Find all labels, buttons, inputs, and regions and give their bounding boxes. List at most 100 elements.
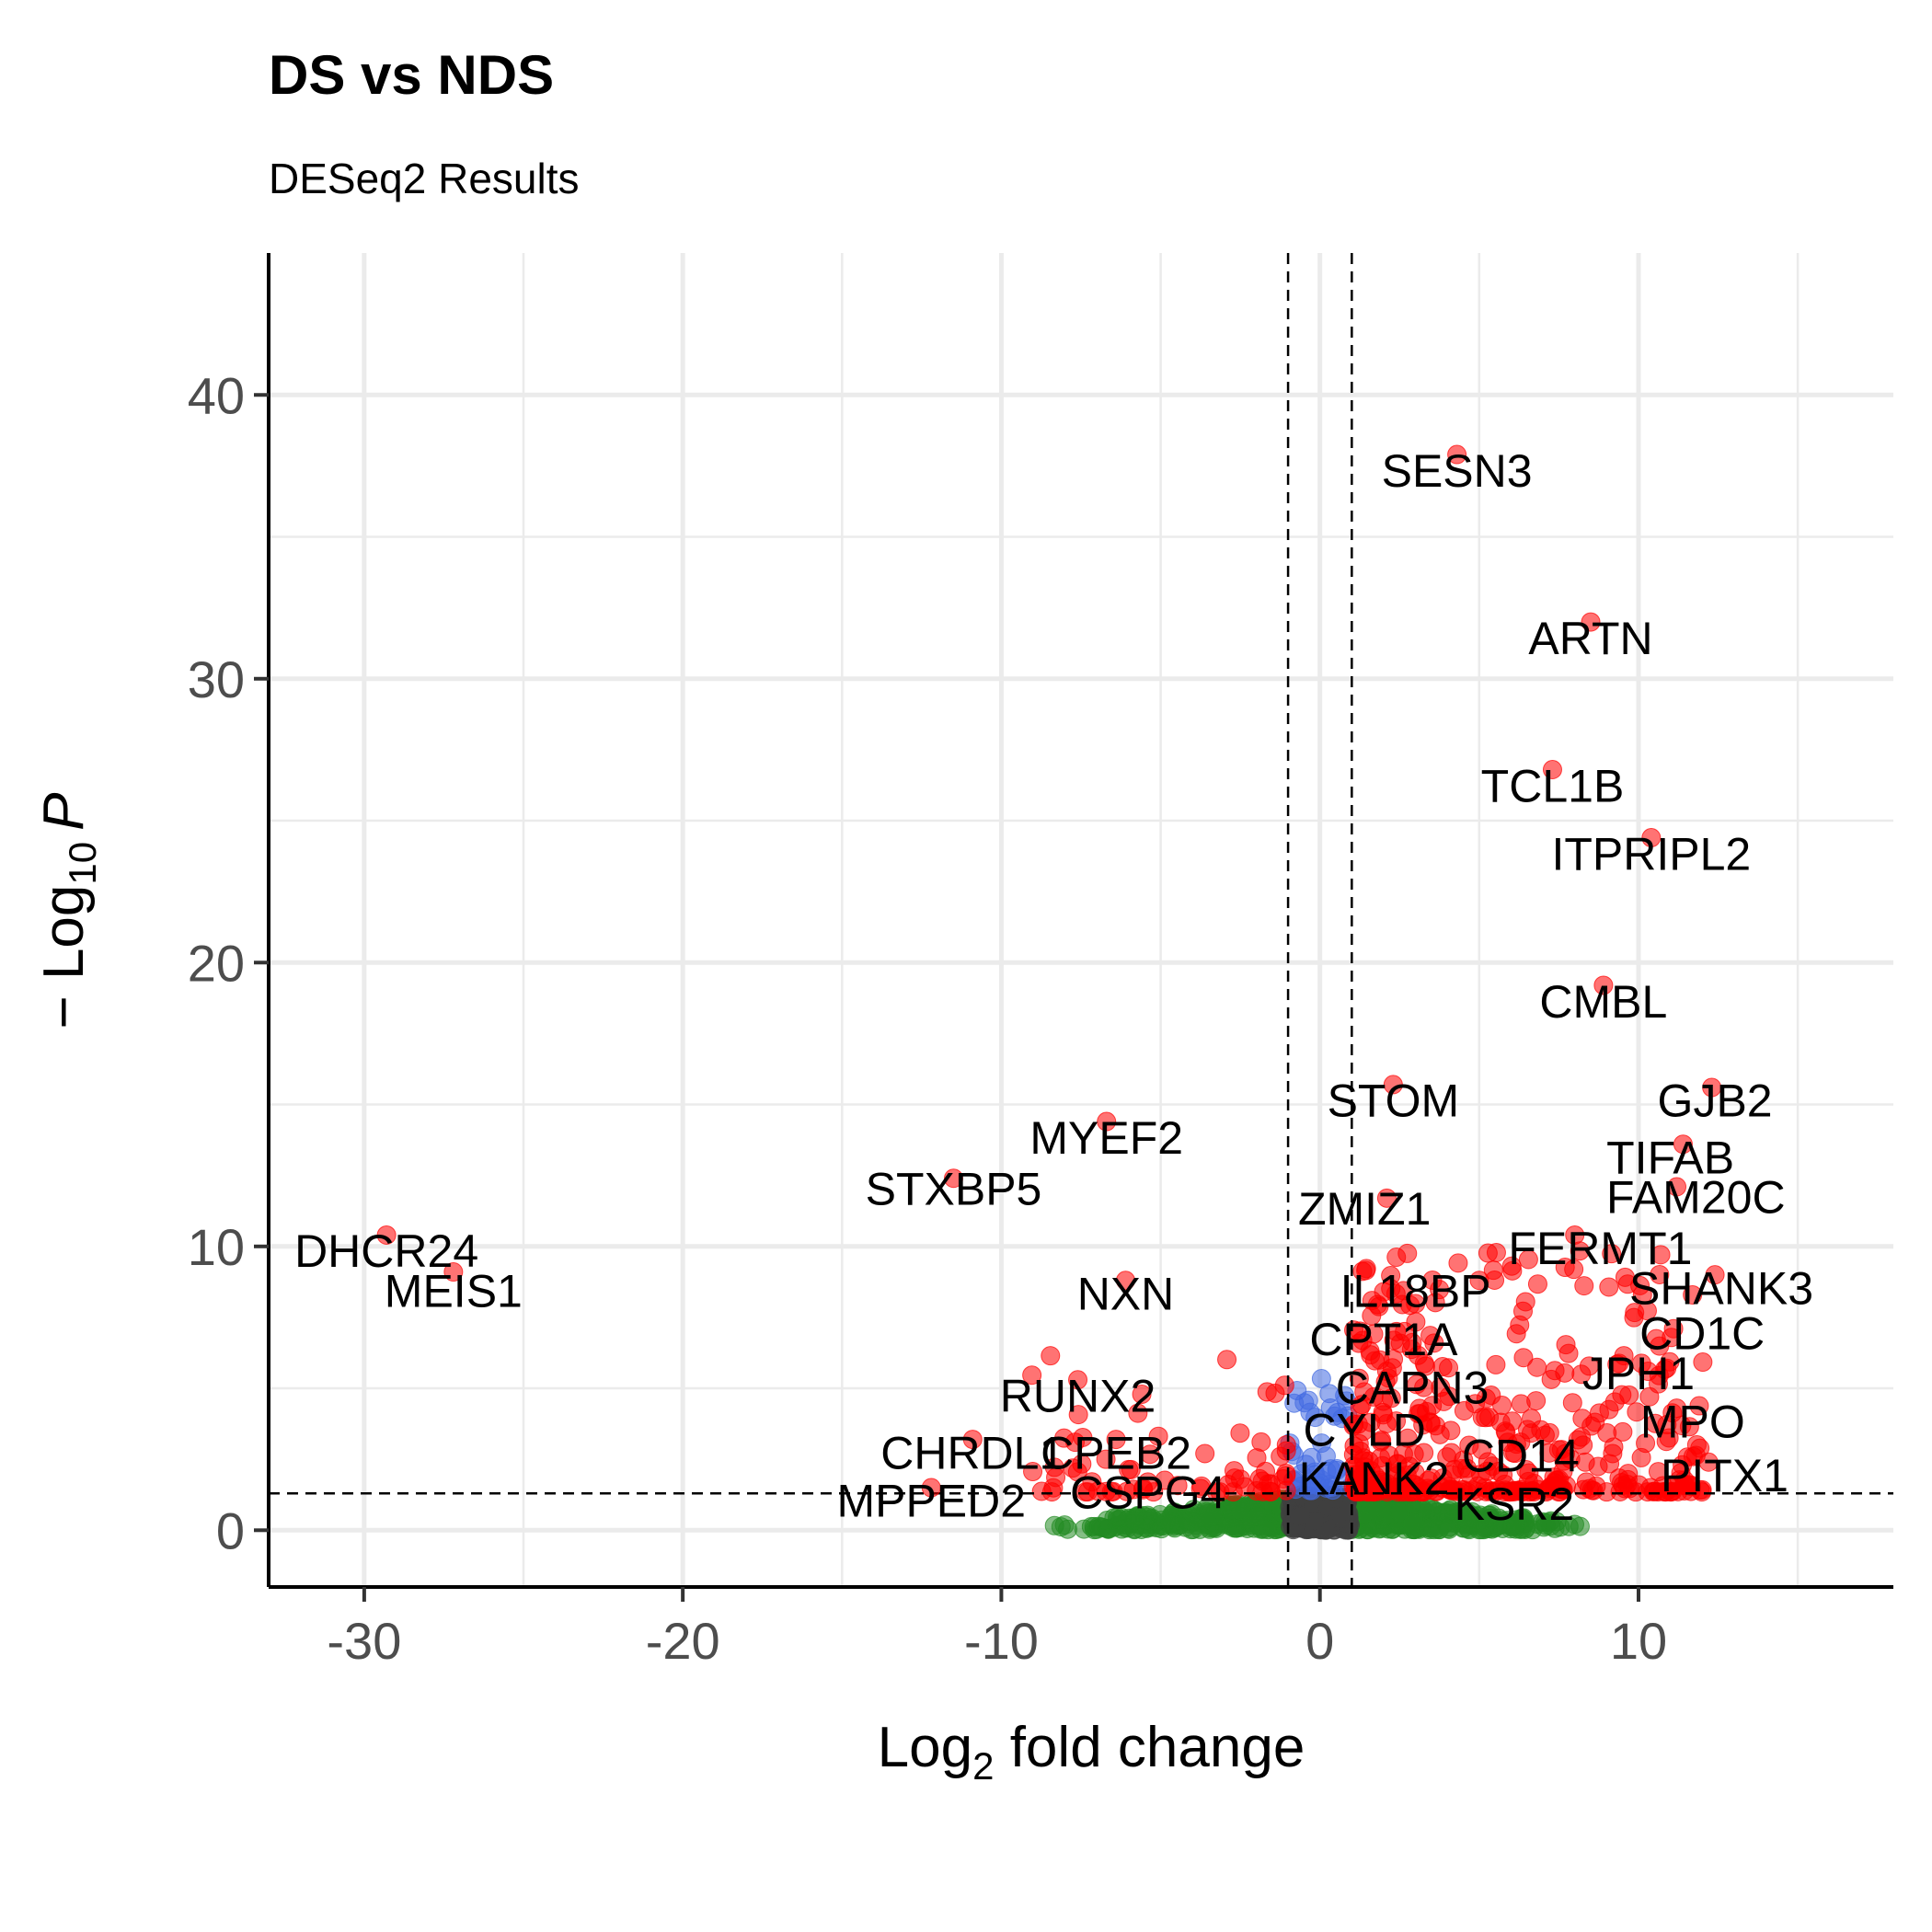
x-tick-label: -10: [964, 1612, 1039, 1670]
gene-label: CPT1A: [1309, 1314, 1458, 1365]
labeled-point: [1447, 444, 1467, 465]
gene-label: NXN: [1077, 1269, 1175, 1320]
y-tick-label: 0: [216, 1501, 245, 1559]
data-point: [1427, 1481, 1447, 1501]
data-point: [1650, 1336, 1670, 1356]
data-point: [1600, 1454, 1620, 1474]
gene-label: ARTN: [1528, 613, 1652, 664]
gene-label: SESN3: [1382, 445, 1533, 497]
data-point: [1226, 1518, 1247, 1538]
data-point: [1420, 1326, 1441, 1346]
data-point: [1354, 1382, 1374, 1402]
labeled-point: [1673, 1134, 1693, 1155]
cutoff-lines: [269, 253, 1893, 1587]
gene-label: IL18BP: [1340, 1265, 1491, 1317]
data-point: [1271, 1446, 1291, 1466]
data-point: [1668, 1481, 1688, 1501]
data-point: [1478, 1452, 1498, 1472]
labeled-point: [1702, 1077, 1722, 1098]
data-point: [1564, 1259, 1584, 1280]
data-point: [1657, 1415, 1677, 1435]
data-point: [1511, 1394, 1531, 1414]
gene-label: CMBL: [1539, 976, 1667, 1028]
data-point: [1630, 1275, 1650, 1295]
data-point: [1548, 1440, 1569, 1460]
data-point: [1247, 1448, 1267, 1468]
x-tick-label: 0: [1305, 1612, 1334, 1670]
axis-ticks: -30 -20 -10 0 10 0 10 20 30 40: [188, 366, 1667, 1670]
data-point: [1602, 1244, 1622, 1264]
data-point: [1550, 1517, 1570, 1537]
data-point: [1599, 1277, 1619, 1297]
gene-label: MPO: [1640, 1396, 1745, 1447]
data-point: [1502, 1411, 1523, 1432]
data-point: [1454, 1400, 1474, 1420]
data-point: [1679, 1417, 1699, 1437]
data-point: [1648, 1482, 1668, 1502]
x-tick-label: -30: [327, 1612, 401, 1670]
x-axis-label: Log2 fold change: [878, 1716, 1305, 1788]
labeled-point: [1511, 1432, 1531, 1453]
data-point: [1510, 1315, 1530, 1335]
gene-label: MEIS1: [385, 1265, 523, 1317]
data-point: [1312, 1433, 1332, 1454]
labeled-point: [943, 1168, 963, 1189]
y-tick-label: 30: [188, 650, 245, 708]
data-point: [1197, 1508, 1217, 1528]
data-point: [1309, 1473, 1329, 1493]
labeled-point: [443, 1262, 464, 1282]
data-point: [1574, 1276, 1594, 1296]
labeled-point: [1667, 1398, 1687, 1419]
gene-label: CYLD: [1303, 1405, 1425, 1456]
gene-label: RUNX2: [1000, 1371, 1156, 1422]
gene-label: CD14: [1462, 1430, 1580, 1481]
data-point: [1058, 1519, 1078, 1539]
data-point: [1403, 1513, 1423, 1534]
data-point: [1555, 1363, 1575, 1383]
gene-labels: SESN3 ARTN TCL1B ITPRIPL2 CMBL STOM GJB2 MYEF2 T…: [294, 445, 1813, 1530]
gene-label: CPEB2: [1041, 1427, 1191, 1478]
x-tick-label: -20: [646, 1612, 720, 1670]
data-point: [1074, 1519, 1094, 1539]
labeled-point: [1698, 1452, 1719, 1472]
data-point: [1636, 1433, 1656, 1454]
data-point: [1128, 1403, 1148, 1423]
data-point: [1693, 1352, 1713, 1373]
data-point: [1627, 1402, 1647, 1422]
labeled-point: [376, 1225, 397, 1245]
gene-label: CAPN3: [1336, 1362, 1489, 1413]
y-tick-label: 20: [188, 934, 245, 992]
gene-label: FERMT1: [1508, 1223, 1692, 1274]
data-point: [1352, 1261, 1373, 1282]
labeled-point: [1106, 1430, 1126, 1450]
labeled-point: [1542, 759, 1562, 779]
gene-label: SHANK3: [1629, 1262, 1813, 1314]
y-tick-label: 10: [188, 1218, 245, 1276]
data-point: [1344, 1320, 1364, 1340]
data-point: [1650, 1245, 1671, 1265]
data-point: [1388, 1480, 1409, 1501]
data-point: [1478, 1243, 1498, 1263]
data-point: [1492, 1396, 1512, 1416]
x-tick-label: 10: [1610, 1612, 1667, 1670]
data-point: [1515, 1292, 1535, 1312]
data-point: [1231, 1501, 1251, 1521]
gene-label: MPPED2: [836, 1476, 1026, 1527]
data-point: [1406, 1312, 1426, 1332]
data-point: [1650, 1264, 1670, 1284]
data-point: [1311, 1369, 1331, 1389]
data-point: [1448, 1253, 1468, 1273]
data-point: [1041, 1346, 1061, 1366]
data-point: [1441, 1500, 1461, 1520]
y-axis-label: − Log10P: [32, 793, 104, 1029]
data-point: [1546, 1470, 1566, 1490]
labeled-point: [1565, 1225, 1585, 1245]
data-point: [1518, 1249, 1538, 1270]
gene-label: STXBP5: [866, 1163, 1042, 1214]
labeled-point: [1581, 612, 1601, 632]
gene-label: MYEF2: [1029, 1112, 1183, 1164]
gene-label: KANK2: [1299, 1453, 1450, 1504]
labeled-point: [1374, 1282, 1394, 1302]
data-point: [1335, 1386, 1355, 1406]
